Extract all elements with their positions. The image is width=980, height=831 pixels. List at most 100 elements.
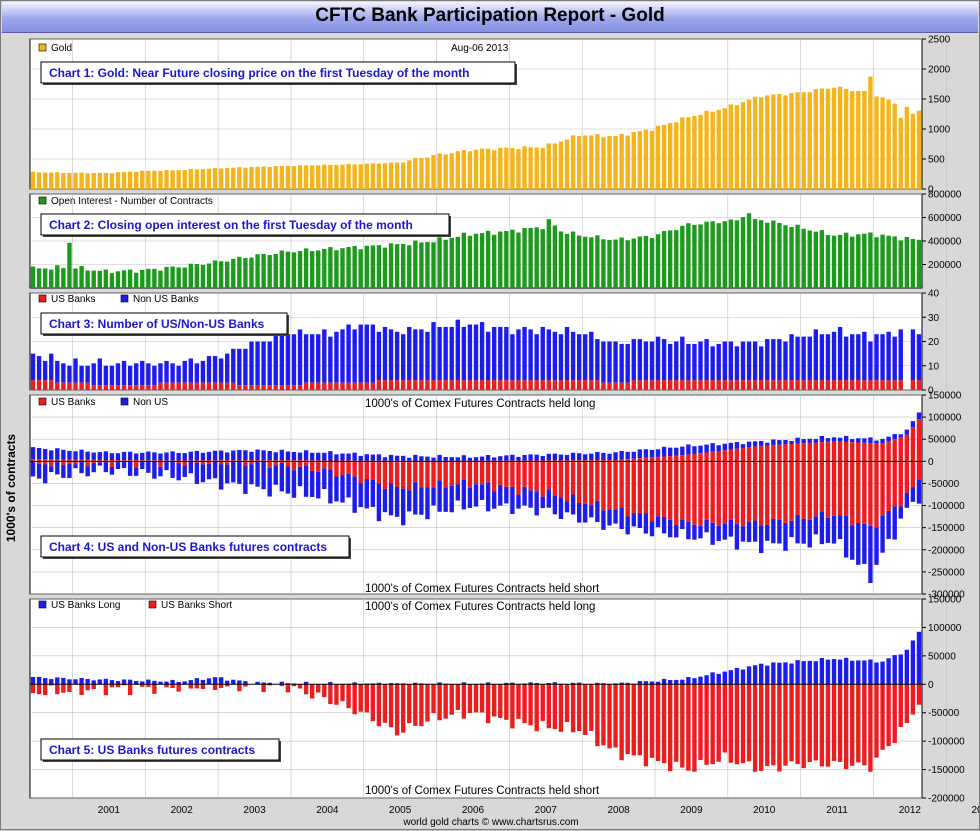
chart5-bar-long — [98, 679, 102, 684]
chart3-bar-nonus — [632, 339, 636, 380]
chart3-bar-us — [911, 380, 915, 390]
chart1-bar — [589, 135, 593, 189]
chart1-bar — [632, 132, 636, 189]
chart4-bar-long-nonus — [176, 453, 180, 460]
chart5-bar-short — [456, 684, 460, 710]
chart5-bar-long — [917, 632, 921, 684]
chart4-bar-long-nonus — [820, 436, 824, 442]
chart3-bar-us — [73, 383, 77, 390]
chart4-bar-long-nonus — [698, 446, 702, 454]
chart1-bar — [619, 134, 623, 189]
chart5-bar-short — [850, 684, 854, 766]
chart3-bar-us — [55, 383, 59, 390]
chart4-bar-long-nonus — [808, 439, 812, 443]
chart4-bar-short-us — [456, 461, 460, 484]
chart3-bar-nonus — [316, 334, 320, 383]
chart3-bar-nonus — [395, 332, 399, 381]
chart4-bar-long-nonus — [601, 453, 605, 460]
chart2-bar — [832, 236, 836, 288]
chart4-bar-long-nonus — [158, 453, 162, 460]
chart4-bar-short-nonus — [826, 518, 830, 543]
chart4-bar-short-nonus — [371, 480, 375, 507]
chart4-ytick-label: -200000 — [928, 545, 965, 556]
chart3-bar-nonus — [104, 366, 108, 385]
chart4-bar-short-us — [777, 461, 781, 520]
chart5-bar-short — [668, 684, 672, 771]
chart5-bar-long — [219, 677, 223, 684]
chart4-bar-short-us — [486, 461, 490, 482]
chart4-bar-long-nonus — [541, 456, 545, 460]
chart2-bar — [67, 243, 71, 288]
chart3-bar-nonus — [814, 329, 818, 380]
chart3-bar-us — [492, 380, 496, 390]
chart4-bar-long-nonus — [480, 457, 484, 461]
chart2-bar — [814, 232, 818, 288]
chart3-bar-us — [371, 383, 375, 390]
chart4-bar-short-us — [905, 461, 909, 493]
chart5-bar-short — [31, 684, 35, 693]
chart3-bar-nonus — [134, 363, 138, 385]
chart2-bar — [450, 238, 454, 288]
chart3-bar-nonus — [407, 327, 411, 380]
chart4-bar-short-nonus — [419, 487, 423, 515]
chart4-bar-long-nonus — [249, 452, 253, 460]
chart3-legend-us: US Banks — [51, 294, 95, 305]
chart1-bar — [765, 95, 769, 189]
chart4-bar-long-nonus — [656, 449, 660, 457]
chart4-bar-short-nonus — [504, 487, 508, 504]
chart3-bar-us — [486, 380, 490, 390]
chart1-bar — [55, 172, 59, 189]
chart4-bar-long-us — [650, 457, 654, 461]
chart5-bar-short — [565, 684, 569, 722]
chart3-bar-us — [607, 383, 611, 390]
chart4-bar-short-us — [723, 461, 727, 524]
chart4-bar-long-nonus — [134, 453, 138, 460]
chart5-bar-short — [67, 684, 71, 692]
chart1-bar — [207, 169, 211, 189]
chart5-ytick-label: 50000 — [928, 651, 956, 662]
chart4-bar-short-nonus — [717, 526, 721, 541]
chart3-bar-us — [729, 380, 733, 390]
chart5-bar-short — [534, 684, 538, 731]
chart4-bar-long-us — [686, 455, 690, 462]
chart2-bar — [547, 219, 551, 288]
chart2-bar — [274, 254, 278, 288]
chart2-bar — [559, 231, 563, 288]
chart2-bar — [856, 234, 860, 288]
chart5-bar-long — [808, 661, 812, 684]
chart5-bar-short — [516, 684, 520, 719]
chart1-bar — [164, 170, 168, 189]
chart4-bar-short-nonus — [553, 496, 557, 515]
chart2-bar — [322, 249, 326, 288]
chart2-bar — [510, 230, 514, 288]
chart4-bar-short-nonus — [413, 482, 417, 514]
x-year-label: 2013 — [972, 805, 980, 816]
chart4-bar-long-nonus — [73, 451, 77, 459]
chart2-box-title: Chart 2: Closing open interest on the fi… — [49, 218, 413, 232]
chart1-bar — [583, 135, 587, 189]
chart2-bar — [607, 240, 611, 288]
chart5-bar-short — [377, 684, 381, 726]
chart4-bar-short-nonus — [547, 489, 551, 508]
chart1-bar — [704, 111, 708, 189]
chart3-bar-us — [268, 385, 272, 390]
chart3-bar-us — [553, 380, 557, 390]
chart4-bar-short-us — [862, 461, 866, 523]
chart3-bar-nonus — [334, 332, 338, 383]
chart2-bar — [741, 217, 745, 288]
chart4-bar-short-nonus — [255, 461, 259, 486]
chart4-bar-long-nonus — [146, 451, 150, 460]
chart3-bar-us — [152, 385, 156, 390]
chart4-bar-short-us — [359, 461, 363, 483]
chart3-bar-nonus — [668, 344, 672, 380]
chart3-ytick-label: 40 — [928, 289, 940, 300]
chart3-bar-nonus — [856, 334, 860, 380]
chart5-bar-short — [886, 684, 890, 746]
chart4-bar-long-nonus — [79, 450, 83, 460]
chart2-bar — [486, 231, 490, 288]
chart1-legend-gold-swatch — [39, 44, 46, 51]
chart4-bar-long-nonus — [237, 450, 241, 460]
chart2-bar — [680, 226, 684, 288]
chart4-bar-short-nonus — [704, 520, 708, 533]
chart2-bar — [61, 268, 65, 288]
